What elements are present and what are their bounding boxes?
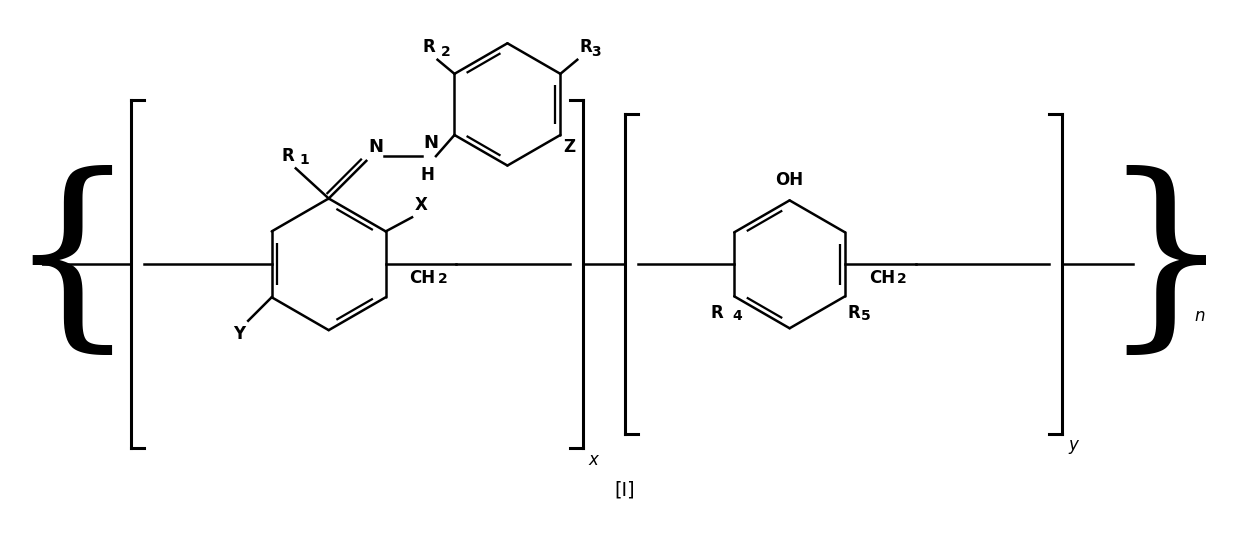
Text: n: n <box>1194 307 1204 324</box>
Text: H: H <box>420 165 434 184</box>
Text: R: R <box>711 304 723 322</box>
Text: {: { <box>6 164 138 364</box>
Text: 2: 2 <box>897 272 906 286</box>
Text: Z: Z <box>563 138 575 156</box>
Text: CH: CH <box>869 269 895 287</box>
Text: OH: OH <box>775 171 804 189</box>
Text: 1: 1 <box>300 154 309 168</box>
Text: 2: 2 <box>441 45 451 59</box>
Text: N: N <box>424 134 439 153</box>
Text: CH: CH <box>409 269 435 287</box>
Text: 2: 2 <box>438 272 448 286</box>
Text: Y: Y <box>233 326 246 343</box>
Text: 5: 5 <box>861 308 870 322</box>
Text: 4: 4 <box>733 308 742 322</box>
Text: [I]: [I] <box>615 481 635 500</box>
Text: R: R <box>423 38 435 56</box>
Text: X: X <box>415 197 428 215</box>
Text: N: N <box>368 138 383 156</box>
Text: R: R <box>848 304 861 322</box>
Text: R: R <box>281 147 294 164</box>
Text: x: x <box>588 451 598 468</box>
Text: y: y <box>1068 437 1078 454</box>
Text: R: R <box>579 38 591 56</box>
Text: 3: 3 <box>591 45 601 59</box>
Text: }: } <box>1101 164 1231 364</box>
